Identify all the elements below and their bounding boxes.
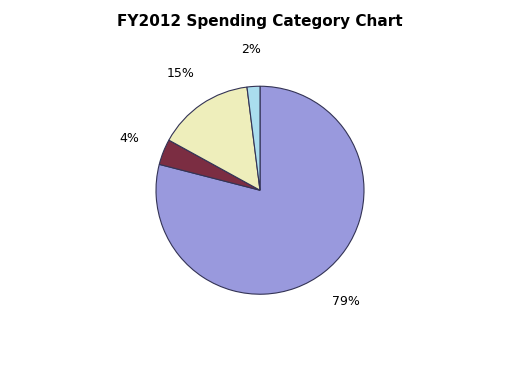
Wedge shape: [156, 86, 364, 294]
Text: 15%: 15%: [167, 68, 195, 80]
Wedge shape: [169, 87, 260, 190]
Text: 4%: 4%: [119, 132, 139, 145]
Title: FY2012 Spending Category Chart: FY2012 Spending Category Chart: [117, 14, 403, 29]
Wedge shape: [247, 86, 260, 190]
Text: 79%: 79%: [332, 295, 360, 308]
Wedge shape: [159, 140, 260, 190]
Text: 2%: 2%: [241, 43, 261, 56]
